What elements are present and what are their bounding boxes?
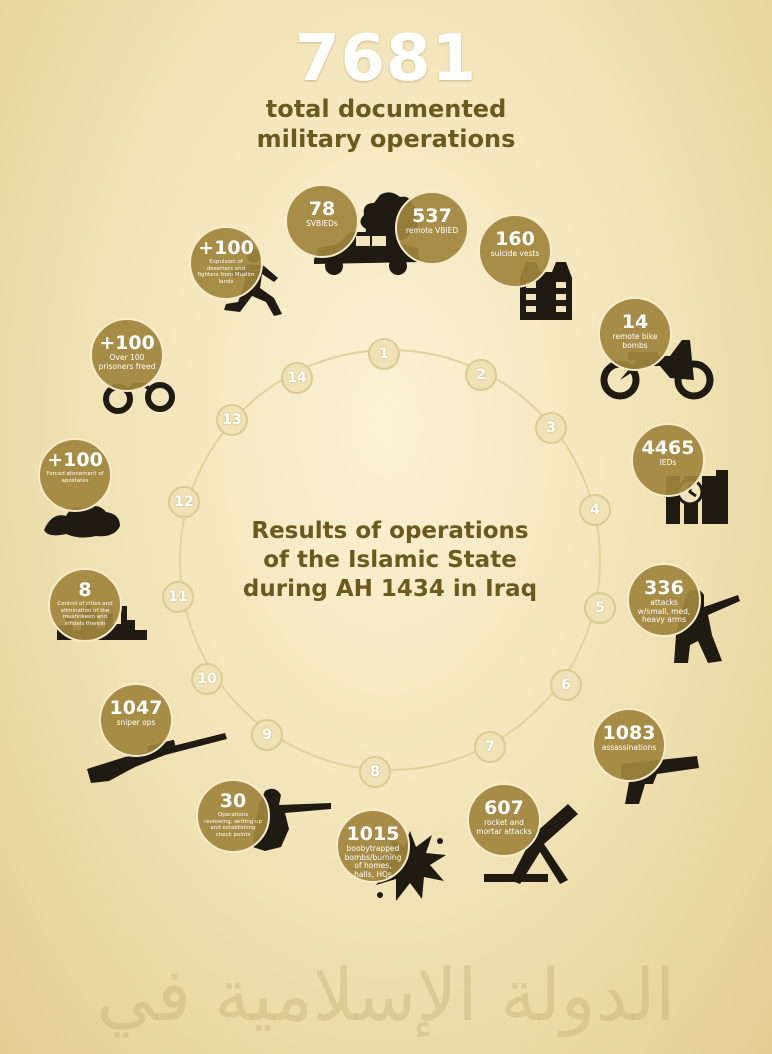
stat-value: 8 [78, 579, 92, 601]
subtitle-line-2: military operations [256, 125, 516, 153]
stat-value: 30 [219, 790, 247, 812]
ring-marker-2: 2 [465, 359, 497, 391]
stat-circle: 8 Control of cities and elimination of th… [48, 568, 122, 642]
stat-value: 1083 [602, 722, 656, 744]
stat-circle: 4465 IEDs [631, 423, 705, 497]
stat-value: 4465 [641, 437, 695, 459]
ring-marker-14: 14 [281, 362, 313, 394]
stat-circle: 1015 boobytrapped bombs/burning of homes,… [336, 809, 410, 883]
stat-label: Over 100 prisoners freed [98, 353, 156, 371]
ring-marker-8: 8 [359, 756, 391, 788]
stat-label: Operations reviewing, setting up and est… [204, 812, 262, 838]
stat-label: SVBIEDs [306, 219, 338, 228]
stat-circle: 537 remote VBIED [395, 191, 469, 265]
ring-marker-13: 13 [216, 404, 248, 436]
stat-label: Expulsion of deserters and fighters from… [197, 259, 255, 285]
stat-circle: 78 SVBIEDs [285, 184, 359, 258]
center-title-line-2: of the Islamic State [263, 547, 517, 573]
ring-marker-10: 10 [191, 663, 223, 695]
stat-label: assassinations [601, 743, 657, 752]
rifleman-icon [253, 788, 331, 851]
stat-value: 1047 [109, 697, 163, 719]
stat-label: attacks w/small, med, heavy arms [637, 598, 691, 624]
stat-value: +100 [47, 449, 103, 471]
stat-value: +100 [198, 237, 254, 259]
stat-value: 14 [621, 311, 649, 333]
total-operations-number: 7681 [294, 22, 478, 96]
stat-label: Forced atonement of apostates [46, 471, 104, 484]
stat-label: boobytrapped bombs/burning of homes, hal… [344, 844, 402, 879]
center-title: Results of operations of the Islamic Sta… [230, 517, 550, 604]
debris-icon [44, 505, 120, 538]
ring-marker-12: 12 [168, 486, 200, 518]
watermark-calligraphy: الدولة الإسلامية في العراق والشام [96, 953, 676, 1054]
mortar-icon [484, 804, 578, 884]
stat-label: remote bike bombs [612, 332, 658, 350]
total-operations-caption: total documented military operations [0, 94, 772, 154]
stat-label: suicide vests [490, 249, 540, 258]
stat-circle: +100 Forced atonement of apostates [38, 438, 112, 512]
stat-label: IEDs [659, 458, 677, 467]
stat-label: Control of cities and elimination of the… [57, 601, 113, 627]
stat-label: sniper ops [116, 718, 156, 727]
stat-label: rocket and mortar attacks [476, 818, 532, 836]
stat-circle: +100 Over 100 prisoners freed [90, 318, 164, 392]
stat-circle: +100 Expulsion of deserters and fighters … [189, 226, 263, 300]
ring-marker-3: 3 [535, 412, 567, 444]
stat-value: 78 [308, 198, 336, 220]
stat-value: 1015 [346, 823, 400, 845]
stat-circle: 30 Operations reviewing, setting up and e… [196, 779, 270, 853]
ring-marker-7: 7 [474, 731, 506, 763]
stat-circle: 607 rocket and mortar attacks [467, 783, 541, 857]
stat-circle: 160 suicide vests [478, 214, 552, 288]
stat-circle: 1083 assassinations [592, 708, 666, 782]
ring-marker-1: 1 [368, 338, 400, 370]
stat-label: remote VBIED [405, 226, 459, 235]
center-title-line-1: Results of operations [251, 518, 529, 544]
ring-marker-6: 6 [550, 669, 582, 701]
ring-marker-5: 5 [584, 592, 616, 624]
stat-value: 537 [412, 205, 452, 227]
stat-value: 607 [484, 797, 524, 819]
ring-marker-9: 9 [251, 719, 283, 751]
explosion-splat-icon [374, 831, 446, 901]
stat-circle: 336 attacks w/small, med, heavy arms [627, 563, 701, 637]
stat-value: 160 [495, 228, 535, 250]
stat-value: 336 [644, 577, 684, 599]
stat-circle: 1047 sniper ops [99, 683, 173, 757]
stat-circle: 14 remote bike bombs [598, 297, 672, 371]
ring-marker-4: 4 [579, 494, 611, 526]
stat-value: +100 [99, 332, 155, 354]
center-title-line-3: during AH 1434 in Iraq [242, 576, 538, 602]
subtitle-line-1: total documented [265, 95, 507, 123]
ring-marker-11: 11 [162, 581, 194, 613]
